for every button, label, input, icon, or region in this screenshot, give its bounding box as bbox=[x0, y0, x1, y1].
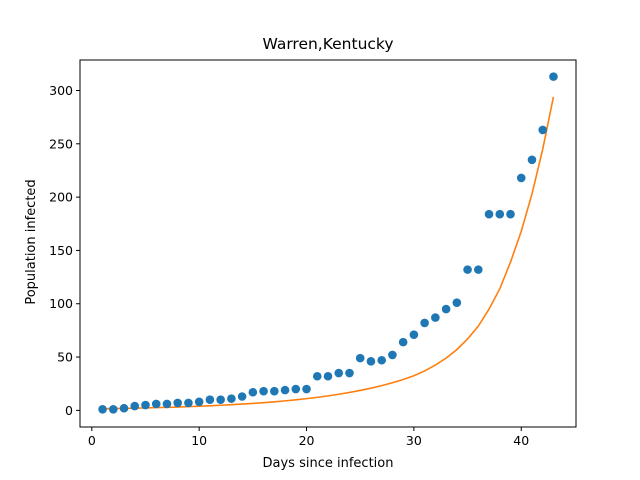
data-point bbox=[291, 384, 301, 394]
data-point bbox=[441, 304, 451, 314]
data-point bbox=[366, 357, 376, 366]
x-tick-label: 30 bbox=[406, 433, 422, 448]
data-point bbox=[130, 401, 140, 411]
data-point bbox=[248, 387, 258, 397]
data-point bbox=[516, 173, 526, 183]
axes-frame bbox=[79, 59, 577, 428]
data-point bbox=[355, 353, 365, 363]
x-tick-label: 40 bbox=[513, 433, 529, 448]
data-point bbox=[474, 265, 483, 274]
data-point bbox=[162, 399, 172, 409]
plot-area bbox=[98, 72, 558, 414]
data-point bbox=[184, 398, 193, 408]
data-point bbox=[108, 405, 118, 414]
data-point bbox=[259, 386, 268, 396]
y-tick-label: 250 bbox=[49, 136, 73, 151]
x-axis: 0 10 20 30 40 bbox=[88, 427, 529, 448]
data-point bbox=[98, 405, 107, 414]
data-point bbox=[312, 371, 322, 381]
data-point bbox=[173, 398, 182, 408]
data-point bbox=[270, 386, 279, 396]
y-tick-label: 0 bbox=[65, 403, 73, 418]
data-point bbox=[452, 298, 462, 307]
data-point bbox=[119, 403, 129, 413]
y-tick-label: 150 bbox=[49, 243, 73, 258]
data-point bbox=[345, 368, 354, 378]
y-tick-label: 300 bbox=[49, 83, 73, 98]
data-point bbox=[227, 394, 236, 403]
data-point bbox=[237, 392, 247, 401]
data-point bbox=[538, 125, 548, 135]
y-axis-label: Population infected bbox=[24, 179, 39, 304]
x-tick-label: 10 bbox=[191, 433, 207, 448]
data-point bbox=[194, 397, 204, 407]
data-point bbox=[463, 265, 472, 274]
data-point bbox=[334, 368, 344, 378]
data-point bbox=[216, 395, 225, 405]
x-axis-label: Days since infection bbox=[263, 456, 394, 471]
data-point bbox=[506, 209, 515, 219]
data-point bbox=[527, 155, 537, 165]
data-point bbox=[205, 395, 215, 405]
x-tick-label: 0 bbox=[88, 433, 96, 448]
data-point bbox=[377, 355, 386, 365]
data-point bbox=[484, 209, 494, 219]
data-point bbox=[420, 318, 429, 328]
data-point bbox=[280, 385, 290, 395]
data-point bbox=[495, 209, 505, 219]
x-tick-label: 20 bbox=[299, 433, 315, 448]
y-axis: 0 50 100 150 200 250 300 bbox=[49, 83, 80, 418]
data-point bbox=[141, 400, 150, 410]
data-point bbox=[409, 330, 419, 339]
y-tick-label: 100 bbox=[49, 296, 73, 311]
y-tick-label: 200 bbox=[49, 190, 73, 205]
chart-title: Warren,Kentucky bbox=[262, 35, 393, 53]
y-tick-label: 50 bbox=[57, 350, 73, 365]
data-point bbox=[431, 313, 440, 322]
data-point bbox=[302, 384, 311, 394]
data-point bbox=[549, 72, 558, 81]
data-point bbox=[398, 337, 408, 347]
data-point bbox=[388, 350, 397, 360]
data-point bbox=[323, 371, 333, 381]
data-point bbox=[151, 399, 161, 409]
